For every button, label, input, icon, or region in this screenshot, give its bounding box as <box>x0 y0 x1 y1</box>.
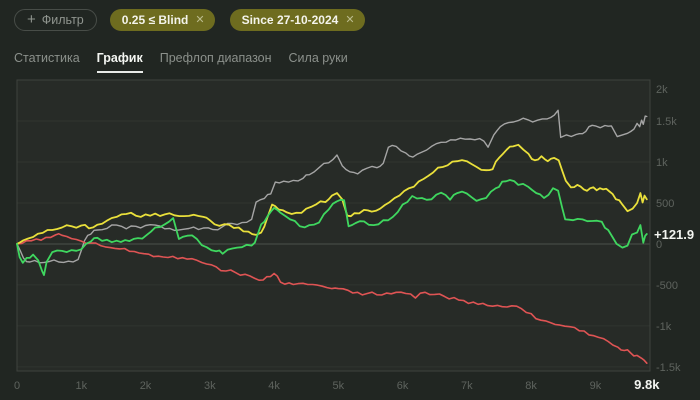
y-axis-label: 1k <box>656 157 668 169</box>
x-axis-label: 5k <box>332 380 344 392</box>
x-axis-label: 3k <box>204 380 216 392</box>
series-line-yellow <box>16 143 648 245</box>
x-axis-label: 8k <box>525 380 537 392</box>
y-axis-label: 2k <box>656 84 668 96</box>
tab-statistics[interactable]: Статистика <box>14 51 80 65</box>
filter-chip-label: 0.25 ≤ Blind <box>121 13 189 27</box>
view-tabs: Статистика График Префлоп диапазон Сила рук… <box>14 51 348 73</box>
add-filter-label: Фильтр <box>41 12 84 27</box>
x-axis-label: 0 <box>14 380 20 392</box>
y-axis-label: 500 <box>656 198 674 210</box>
y-axis-label: -1k <box>656 321 672 333</box>
x-axis-label: 4k <box>268 380 280 392</box>
y-axis-label: -500 <box>656 280 678 292</box>
add-filter-button[interactable]: + Фильтр <box>14 9 97 31</box>
filter-chip-label: Since 27-10-2024 <box>241 13 339 27</box>
plot-area <box>17 80 650 371</box>
y-axis-label: 0 <box>656 239 662 251</box>
tab-graph[interactable]: График <box>96 51 143 73</box>
series-line-green <box>16 179 648 277</box>
y-axis-label: -1.5k <box>656 362 681 374</box>
x-axis-label: 6k <box>397 380 409 392</box>
plus-icon: + <box>27 10 36 28</box>
x-axis-label: 2k <box>140 380 152 392</box>
chip-close-icon[interactable]: ✕ <box>345 14 355 26</box>
x-axis-label: 7k <box>461 380 473 392</box>
filter-chip[interactable]: 0.25 ≤ Blind ✕ <box>109 9 215 31</box>
x-axis-label: 9k <box>590 380 602 392</box>
tab-hand-strength[interactable]: Сила руки <box>288 51 348 65</box>
series-line-gray <box>16 109 648 264</box>
series-line-red <box>16 233 648 365</box>
current-value-label: +121.9 <box>654 227 694 242</box>
x-axis-label: 1k <box>75 380 87 392</box>
plot-border <box>16 79 651 372</box>
filter-chip[interactable]: Since 27-10-2024 ✕ <box>229 9 365 31</box>
y-axis-label: 1.5k <box>656 116 677 128</box>
chip-close-icon[interactable]: ✕ <box>195 14 205 26</box>
active-filter-chips: 0.25 ≤ Blind ✕ Since 27-10-2024 ✕ <box>109 9 365 31</box>
filter-bar: + Фильтр 0.25 ≤ Blind ✕ Since 27-10-2024 ✕ <box>14 9 365 31</box>
tab-preflop-range[interactable]: Префлоп диапазон <box>159 51 272 65</box>
x-axis-label: 9.8k <box>634 377 660 392</box>
